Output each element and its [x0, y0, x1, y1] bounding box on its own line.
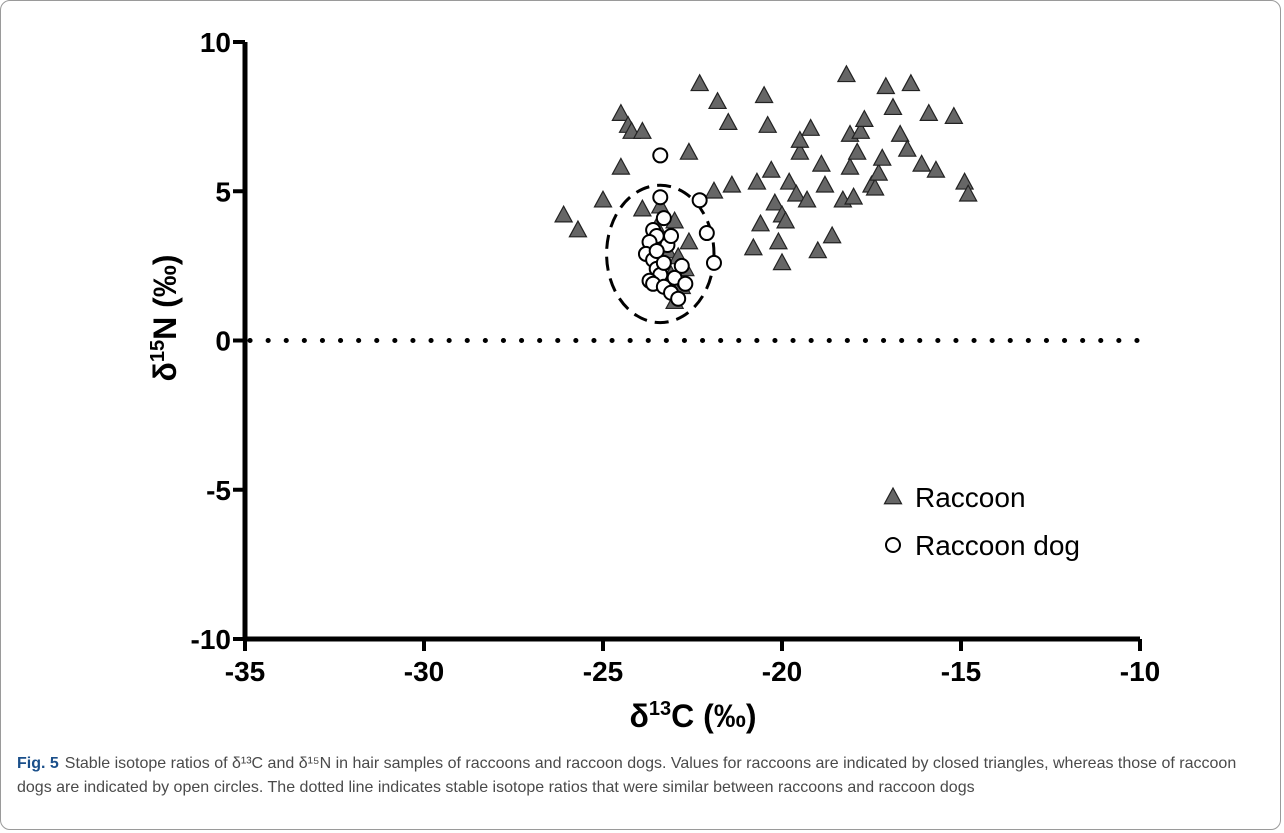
raccoon-point: [869, 163, 889, 181]
raccoon-point: [919, 103, 939, 121]
raccoon-point: [704, 180, 724, 199]
raccoon-point: [811, 154, 831, 172]
raccoon-point: [790, 142, 810, 160]
caption-label: Fig. 5: [17, 755, 59, 772]
raccoon-point: [747, 172, 767, 190]
raccoon-point: [768, 231, 788, 250]
raccoon-point: [797, 189, 817, 208]
raccoon-point: [611, 103, 631, 121]
raccoon-point: [761, 160, 781, 178]
raccoon-point: [865, 178, 885, 196]
raccoon-point: [786, 183, 806, 202]
raccoon-point: [765, 192, 785, 211]
raccoon-point: [722, 175, 742, 193]
raccoon-point: [790, 130, 810, 148]
raccoon-point: [632, 121, 652, 139]
raccoon-dog-point: [698, 225, 715, 242]
y-tick-label: 10: [200, 27, 231, 58]
raccoon-point: [772, 252, 792, 271]
y-tick-label: -10: [191, 624, 231, 655]
raccoon-point: [779, 172, 799, 190]
legend-raccoon-label: Raccoon: [915, 482, 1026, 513]
raccoon-dog-point: [691, 192, 708, 209]
legend-raccoon-dog-marker: [885, 537, 901, 553]
axes-layer: -10 -5 0 5 10 -35 -30 -25 -20 -15 -10: [191, 27, 1161, 687]
raccoon-point: [554, 204, 574, 223]
raccoon-point: [897, 139, 917, 157]
raccoon-point: [758, 115, 778, 133]
raccoon-point: [593, 189, 613, 208]
raccoon-point: [944, 106, 964, 124]
raccoon-point: [958, 183, 978, 202]
data-points-layer: [554, 64, 978, 310]
raccoon-point: [801, 118, 821, 136]
raccoon-point: [808, 240, 828, 259]
axis-label-symbol: δ: [630, 698, 649, 734]
raccoon-point: [822, 225, 842, 244]
raccoon-dog-point: [673, 257, 690, 274]
raccoon-point: [690, 73, 710, 92]
raccoon-point: [955, 172, 975, 190]
cluster-ellipse-layer: [605, 183, 716, 325]
raccoon-dog-point: [652, 147, 669, 164]
raccoon-point: [912, 154, 932, 172]
raccoon-point: [926, 160, 946, 178]
y-tick-label: 5: [215, 176, 231, 207]
raccoon-point: [611, 157, 631, 175]
raccoon-dog-point: [663, 228, 680, 245]
x-axis-label: δ13C (‰): [630, 698, 757, 734]
axis-label-rest: N (‰): [147, 255, 183, 340]
x-tick-label: -10: [1120, 656, 1160, 687]
raccoon-point: [883, 97, 903, 116]
y-axis-label: δ15N (‰): [147, 255, 183, 382]
cluster-ellipse: [605, 183, 716, 325]
legend-raccoon-marker: [883, 486, 903, 505]
axis-label-superscript: 15: [147, 340, 169, 362]
raccoon-point: [743, 237, 763, 256]
x-tick-label: -30: [404, 656, 444, 687]
y-tick-label: 0: [215, 326, 231, 357]
raccoon-point: [679, 231, 699, 250]
raccoon-point: [632, 198, 652, 217]
raccoon-dog-point: [648, 242, 665, 259]
raccoon-point: [847, 142, 867, 160]
axis-label-symbol: δ: [147, 362, 183, 381]
x-tick-label: -35: [225, 656, 265, 687]
raccoon-point: [840, 157, 860, 175]
raccoon-point: [851, 121, 871, 139]
raccoon-dog-point: [677, 275, 694, 292]
legend: Raccoon Raccoon dog: [883, 482, 1080, 561]
raccoon-point: [876, 76, 896, 95]
raccoon-dog-point: [705, 254, 722, 271]
x-tick-label: -15: [941, 656, 981, 687]
axis-label-superscript: 13: [649, 698, 671, 720]
caption-text: Stable isotope ratios of δ¹³C and δ¹⁵N i…: [17, 755, 1237, 796]
raccoon-point: [844, 186, 864, 205]
axis-label-rest: C (‰): [671, 698, 756, 734]
raccoon-dog-point: [655, 210, 672, 227]
x-tick-label: -25: [583, 656, 623, 687]
raccoon-point: [872, 148, 892, 166]
raccoon-point: [890, 124, 910, 142]
raccoon-point: [708, 91, 728, 110]
y-tick-label: -5: [206, 475, 231, 506]
raccoon-dog-point: [655, 254, 672, 271]
raccoon-point: [679, 142, 699, 160]
raccoon-point: [750, 213, 771, 232]
legend-raccoon-dog-label: Raccoon dog: [915, 530, 1080, 561]
figure-caption: Fig. 5 Stable isotope ratios of δ¹³C and …: [17, 752, 1267, 800]
raccoon-dog-point: [670, 290, 687, 307]
raccoon-dog-point: [652, 189, 669, 206]
raccoon-point: [836, 64, 856, 83]
raccoon-point: [718, 112, 738, 130]
raccoon-point: [815, 175, 835, 193]
x-tick-label: -20: [762, 656, 802, 687]
raccoon-point: [901, 73, 921, 92]
raccoon-point: [854, 109, 874, 127]
raccoon-point: [776, 210, 796, 229]
raccoon-point: [754, 85, 774, 104]
raccoon-point: [568, 219, 588, 238]
